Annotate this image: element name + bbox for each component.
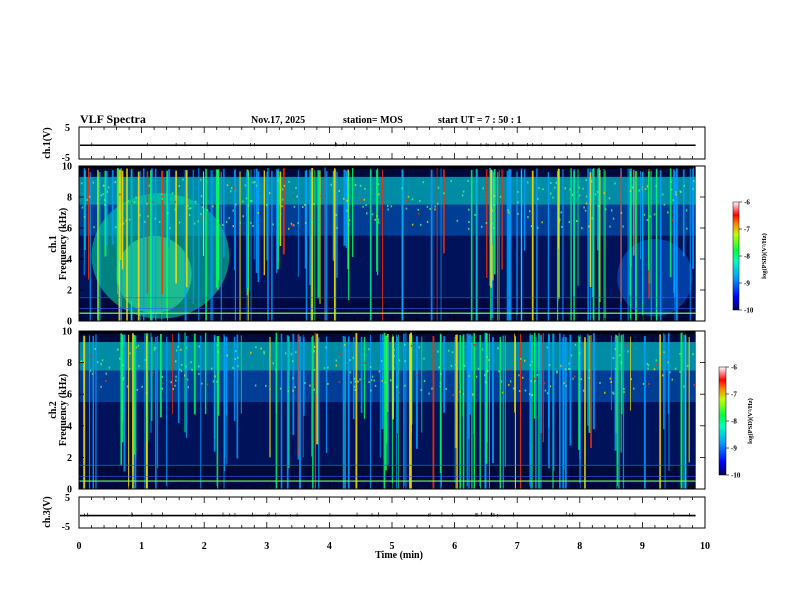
frequency-tick-label: 4 (67, 421, 72, 432)
x-tick-label: 3 (264, 541, 269, 552)
x-axis-tick-labels: 0 1 2 3 4 5 6 7 8 9 10 (77, 541, 711, 552)
ch3-voltage-ylabel: ch.3(V) (42, 496, 53, 527)
x-tick-label: 9 (640, 541, 645, 552)
x-tick-label: 2 (202, 541, 207, 552)
ch3-ytick-neg5: -5 (62, 522, 70, 533)
figure-title: VLF Spectra (80, 112, 146, 126)
x-tick-label: 7 (515, 541, 520, 552)
frequency-tick-label: 4 (67, 255, 72, 266)
x-tick-label: 6 (452, 541, 457, 552)
x-tick-label: 0 (77, 541, 82, 552)
x-tick-label: 5 (390, 541, 395, 552)
frequency-tick-label: 6 (67, 224, 72, 235)
frequency-tick-label: 10 (62, 162, 72, 173)
ch1-spectrogram (79, 166, 696, 321)
x-tick-label: 1 (139, 541, 144, 552)
frequency-tick-label: 8 (67, 358, 72, 369)
ch1-ytick-5: 5 (65, 123, 70, 134)
x-tick-label: 4 (327, 541, 332, 552)
colorbar-tick-label: -10 (744, 307, 754, 315)
frequency-tick-label: 8 (67, 193, 72, 204)
station-label: station= MOS (343, 115, 403, 126)
ch1-voltage-panel: 5 -5 ch.1(V) (42, 123, 706, 164)
ch2-colorbar-label: log(PSD)(V²/Hz) (747, 398, 754, 444)
frequency-tick-label: 6 (67, 390, 72, 401)
x-tick-label: 10 (700, 541, 710, 552)
colorbar-tick-label: -6 (744, 199, 750, 207)
colorbar-tick-label: -8 (731, 418, 737, 426)
frequency-tick-label: 2 (67, 453, 72, 464)
colorbar-tick-label: -7 (731, 391, 737, 399)
ch1-spectrogram-panel: 0 2 4 6 8 10 ch.1 Frequency (kHz) (48, 162, 706, 328)
ch2-channel-label: ch.2 (48, 401, 59, 419)
ch2-spectrogram-panel: 0 2 4 6 8 10 ch.2 Frequency (kHz) (48, 327, 706, 496)
x-tick-label: 8 (577, 541, 582, 552)
colorbar-tick-label: -9 (731, 445, 737, 453)
ch3-ytick-5: 5 (65, 493, 70, 504)
ch2-colorbar: -6 -7 -8 -9 -10 log(PSD)(V²/Hz) (718, 364, 754, 480)
frequency-tick-label: 2 (67, 286, 72, 297)
start-time-label: start UT = 7 : 50 : 1 (438, 115, 522, 126)
frequency-tick-label: 0 (67, 317, 72, 328)
ch1-colorbar: -6 -7 -8 -9 -10 log(PSD)(V²/Hz) (732, 199, 768, 315)
ch2-spectrogram (79, 331, 696, 489)
ch2-frequency-ylabel: Frequency (kHz) (58, 374, 69, 446)
frequency-tick-label: 0 (67, 485, 72, 496)
date-label: Nov.17, 2025 (251, 115, 305, 126)
ch1-ytick-neg5: -5 (62, 153, 70, 164)
ch1-channel-label: ch.1 (48, 235, 59, 253)
colorbar-tick-label: -7 (744, 226, 750, 234)
ch3-voltage-panel: 5 -5 ch.3(V) (42, 493, 706, 533)
ch1-voltage-ylabel: ch.1(V) (42, 127, 53, 158)
frequency-tick-label: 10 (62, 327, 72, 338)
colorbar-tick-label: -8 (744, 253, 750, 261)
ch1-colorbar-label: log(PSD)(V²/Hz) (761, 233, 768, 279)
x-axis-label: Time (min) (375, 550, 423, 561)
colorbar-tick-label: -6 (731, 364, 737, 372)
ch1-frequency-ylabel: Frequency (kHz) (58, 208, 69, 280)
colorbar-tick-label: -9 (744, 280, 750, 288)
colorbar-tick-label: -10 (731, 472, 741, 480)
